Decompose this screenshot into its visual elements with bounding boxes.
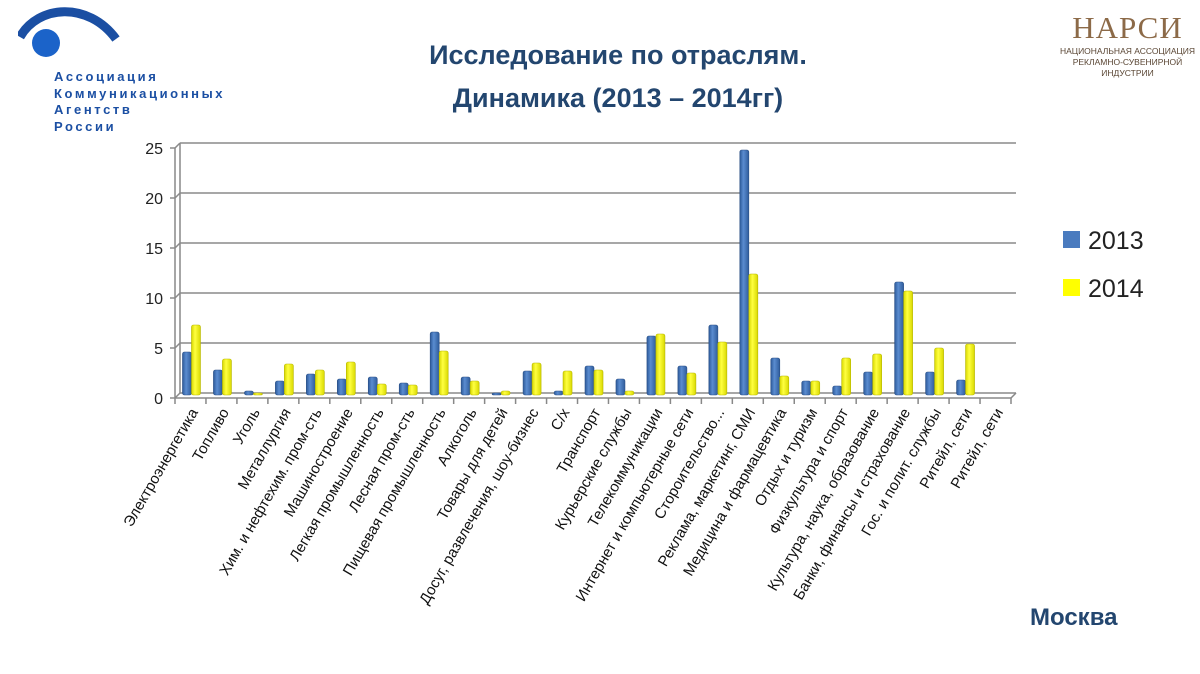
y-tick-label: 10 (145, 291, 163, 308)
akar-logo-text: Ассоциация Коммуникационных Агентств Рос… (54, 69, 225, 135)
bar-2013 (367, 376, 378, 396)
bar-2013 (739, 149, 750, 396)
bar-2013 (522, 370, 533, 396)
logo-line: НАЦИОНАЛЬНАЯ АССОЦИАЦИЯ (1059, 46, 1196, 56)
y-tick-label: 15 (145, 241, 163, 258)
bar-2013 (894, 281, 904, 396)
bar-2014 (717, 341, 728, 396)
bar-2014 (872, 353, 882, 396)
bar-2013 (646, 335, 657, 396)
narsi-logo-mark: НАРСИ (1072, 10, 1183, 45)
y-tick-label: 25 (145, 141, 163, 158)
gridline-side (174, 342, 181, 349)
bar-2014 (965, 343, 975, 396)
bar-2014 (655, 333, 666, 396)
bar-2013 (398, 382, 409, 396)
bar-2014 (593, 369, 604, 396)
bar-2013 (956, 379, 966, 396)
bar-2014 (531, 362, 542, 396)
bar-2013 (863, 371, 873, 396)
logo-line: РЕКЛАМНО-СУВЕНИРНОЙ (1072, 57, 1183, 67)
bar-2013 (429, 331, 440, 396)
bar-2013 (491, 392, 502, 396)
gridline-side (174, 242, 181, 249)
bar-2014 (686, 372, 697, 396)
logo-line: Агентств (54, 102, 133, 117)
akar-logo: Ассоциация Коммуникационных Агентств Рос… (18, 5, 228, 140)
bar-2014 (315, 369, 325, 396)
bar-2014 (407, 384, 418, 396)
logo-line: Ассоциация (54, 69, 159, 84)
bar-2014 (779, 375, 790, 396)
bar-2013 (584, 365, 595, 396)
y-tick-label: 0 (154, 391, 163, 408)
bar-2013 (553, 390, 564, 396)
bar-2014 (934, 347, 944, 396)
title-line-2: Динамика (2013 – 2014гг) (452, 83, 784, 113)
bar-2014 (284, 363, 294, 396)
bar-2013 (832, 385, 843, 396)
x-axis-end (1010, 392, 1017, 399)
bar-2014 (191, 324, 201, 396)
bar-2014 (748, 273, 759, 396)
bar-2013 (244, 390, 254, 396)
bar-2014 (438, 350, 449, 396)
logo-line: Коммуникационных (54, 85, 226, 101)
bar-2014 (624, 390, 635, 396)
gridline-side (174, 142, 181, 149)
narsi-logo: НАРСИ НАЦИОНАЛЬНАЯ АССОЦИАЦИЯ РЕКЛАМНО-С… (1055, 10, 1200, 79)
logo-line: ИНДУСТРИИ (1101, 68, 1154, 78)
x-tick-label: С/х (548, 405, 574, 433)
legend-swatch-2013 (1063, 231, 1080, 248)
gridline-side (174, 392, 181, 399)
bar-2014 (376, 383, 387, 396)
bar-2014 (841, 357, 852, 396)
bar-2013 (306, 373, 316, 396)
bar-2013 (770, 357, 781, 396)
bar-2013 (182, 351, 192, 396)
bar-2014 (222, 358, 232, 396)
legend-label: 2013 (1088, 227, 1144, 255)
x-tick-label: Электроэнергетика (120, 405, 202, 530)
y-tick-label: 5 (154, 341, 163, 358)
bar-2014 (469, 380, 480, 396)
akar-logo-mark (18, 7, 120, 57)
bar-2013 (677, 365, 688, 396)
gridline-side (174, 192, 181, 199)
bar-2013 (708, 324, 719, 396)
bar-2014 (903, 290, 913, 396)
gridline-side (174, 292, 181, 299)
bar-2013 (336, 378, 347, 396)
legend-label: 2014 (1088, 275, 1144, 303)
bar-2014 (810, 380, 821, 396)
legend-swatch-2014 (1063, 279, 1080, 296)
bar-2013 (801, 380, 812, 396)
slide-title: Исследование по отраслям. Динамика (2013… (318, 34, 918, 120)
city-label: Москва (1030, 604, 1118, 631)
bar-2014 (253, 392, 263, 396)
bar-2013 (925, 371, 935, 396)
bar-2013 (275, 380, 285, 396)
y-tick-label: 20 (145, 191, 163, 208)
bar-2013 (460, 376, 471, 396)
bar-2014 (562, 370, 573, 396)
title-line-1: Исследование по отраслям. (429, 40, 807, 70)
bar-2014 (500, 390, 511, 396)
logo-line: России (54, 118, 117, 134)
bar-2013 (615, 378, 626, 396)
bar-2014 (345, 361, 356, 396)
bar-2013 (213, 369, 223, 396)
